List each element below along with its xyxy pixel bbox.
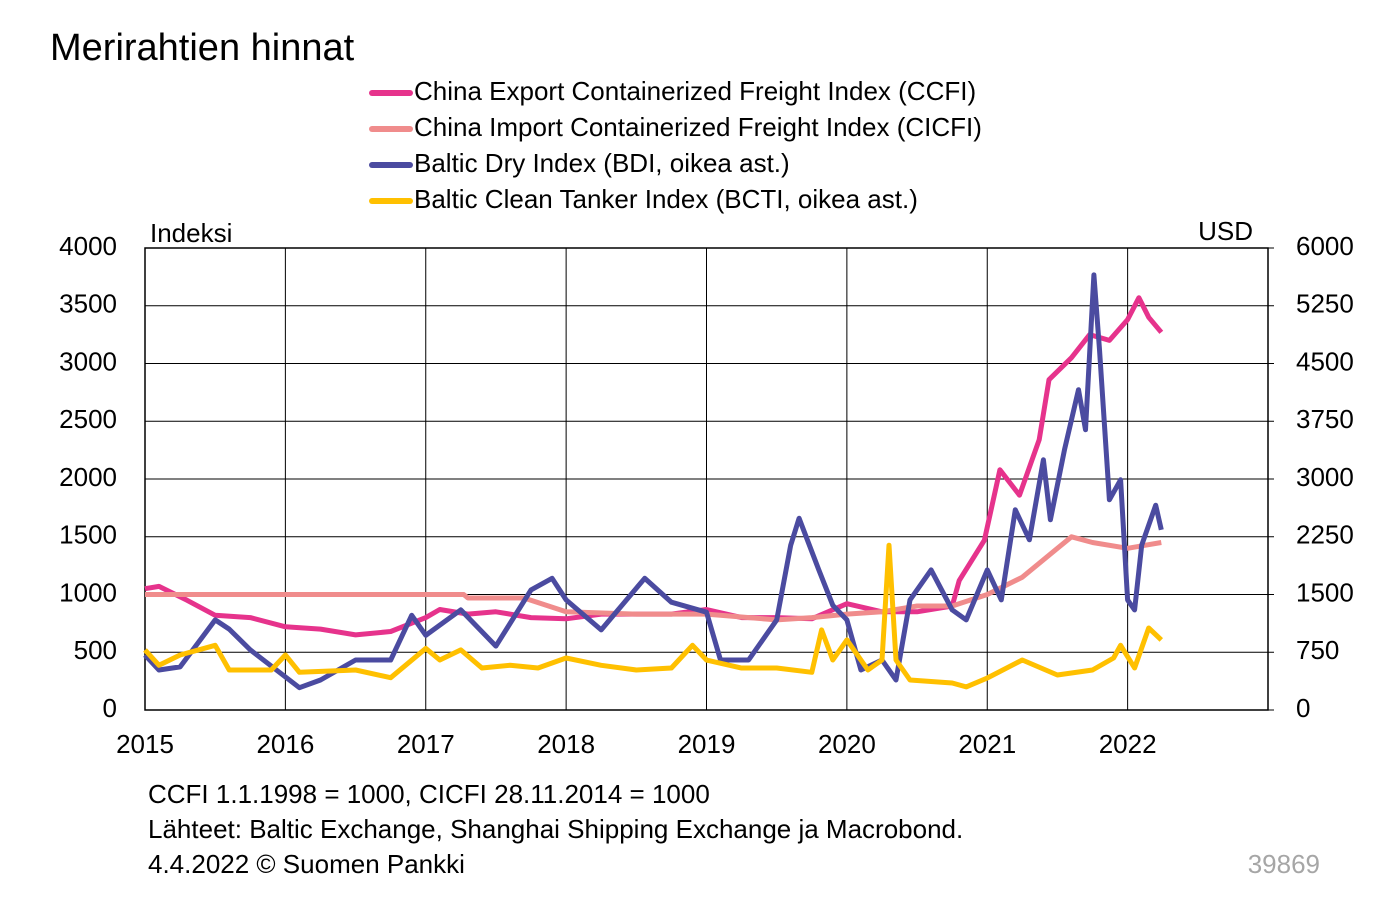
y-tick-label: 0 [103, 693, 117, 723]
series-line [143, 272, 1164, 691]
y2-tick-label: 4500 [1296, 346, 1354, 376]
y-tick-label: 3000 [59, 346, 117, 376]
chart-title: Merirahtien hinnat [50, 27, 355, 69]
y2-tick-label: 2250 [1296, 520, 1354, 550]
y2-axis-label: USD [1198, 216, 1253, 246]
x-tick-label: 2016 [256, 729, 314, 759]
y2-tick-label: 0 [1296, 693, 1310, 723]
x-tick-label: 2018 [537, 729, 595, 759]
x-tick-label: 2022 [1099, 729, 1157, 759]
y-tick-label: 500 [74, 635, 117, 665]
chart-code: 39869 [1248, 849, 1320, 879]
legend-label: China Export Containerized Freight Index… [414, 76, 976, 106]
y-tick-label: 2500 [59, 404, 117, 434]
x-tick-label: 2019 [678, 729, 736, 759]
series-line [145, 534, 1162, 623]
y-tick-label: 1500 [59, 520, 117, 550]
y-axis-label: Indeksi [150, 218, 232, 248]
note: 4.4.2022 © Suomen Pankki [148, 849, 465, 879]
legend-label: China Import Containerized Freight Index… [414, 112, 982, 142]
y2-tick-label: 5250 [1296, 289, 1354, 319]
y-tick-label: 4000 [59, 231, 117, 261]
x-tick-label: 2021 [958, 729, 1016, 759]
legend-label: Baltic Dry Index (BDI, oikea ast.) [414, 148, 790, 178]
y2-tick-label: 750 [1296, 635, 1339, 665]
legend-label: Baltic Clean Tanker Index (BCTI, oikea a… [414, 184, 918, 214]
y2-tick-label: 6000 [1296, 231, 1354, 261]
x-tick-label: 2020 [818, 729, 876, 759]
y-tick-label: 1000 [59, 577, 117, 607]
x-tick-label: 2015 [116, 729, 174, 759]
y-tick-label: 3500 [59, 289, 117, 319]
y2-tick-label: 3000 [1296, 462, 1354, 492]
y2-tick-label: 3750 [1296, 404, 1354, 434]
y2-tick-label: 1500 [1296, 577, 1354, 607]
note: Lähteet: Baltic Exchange, Shanghai Shipp… [148, 814, 963, 844]
series-line [143, 542, 1164, 690]
y-tick-label: 2000 [59, 462, 117, 492]
x-tick-label: 2017 [397, 729, 455, 759]
note: CCFI 1.1.1998 = 1000, CICFI 28.11.2014 =… [148, 779, 710, 809]
